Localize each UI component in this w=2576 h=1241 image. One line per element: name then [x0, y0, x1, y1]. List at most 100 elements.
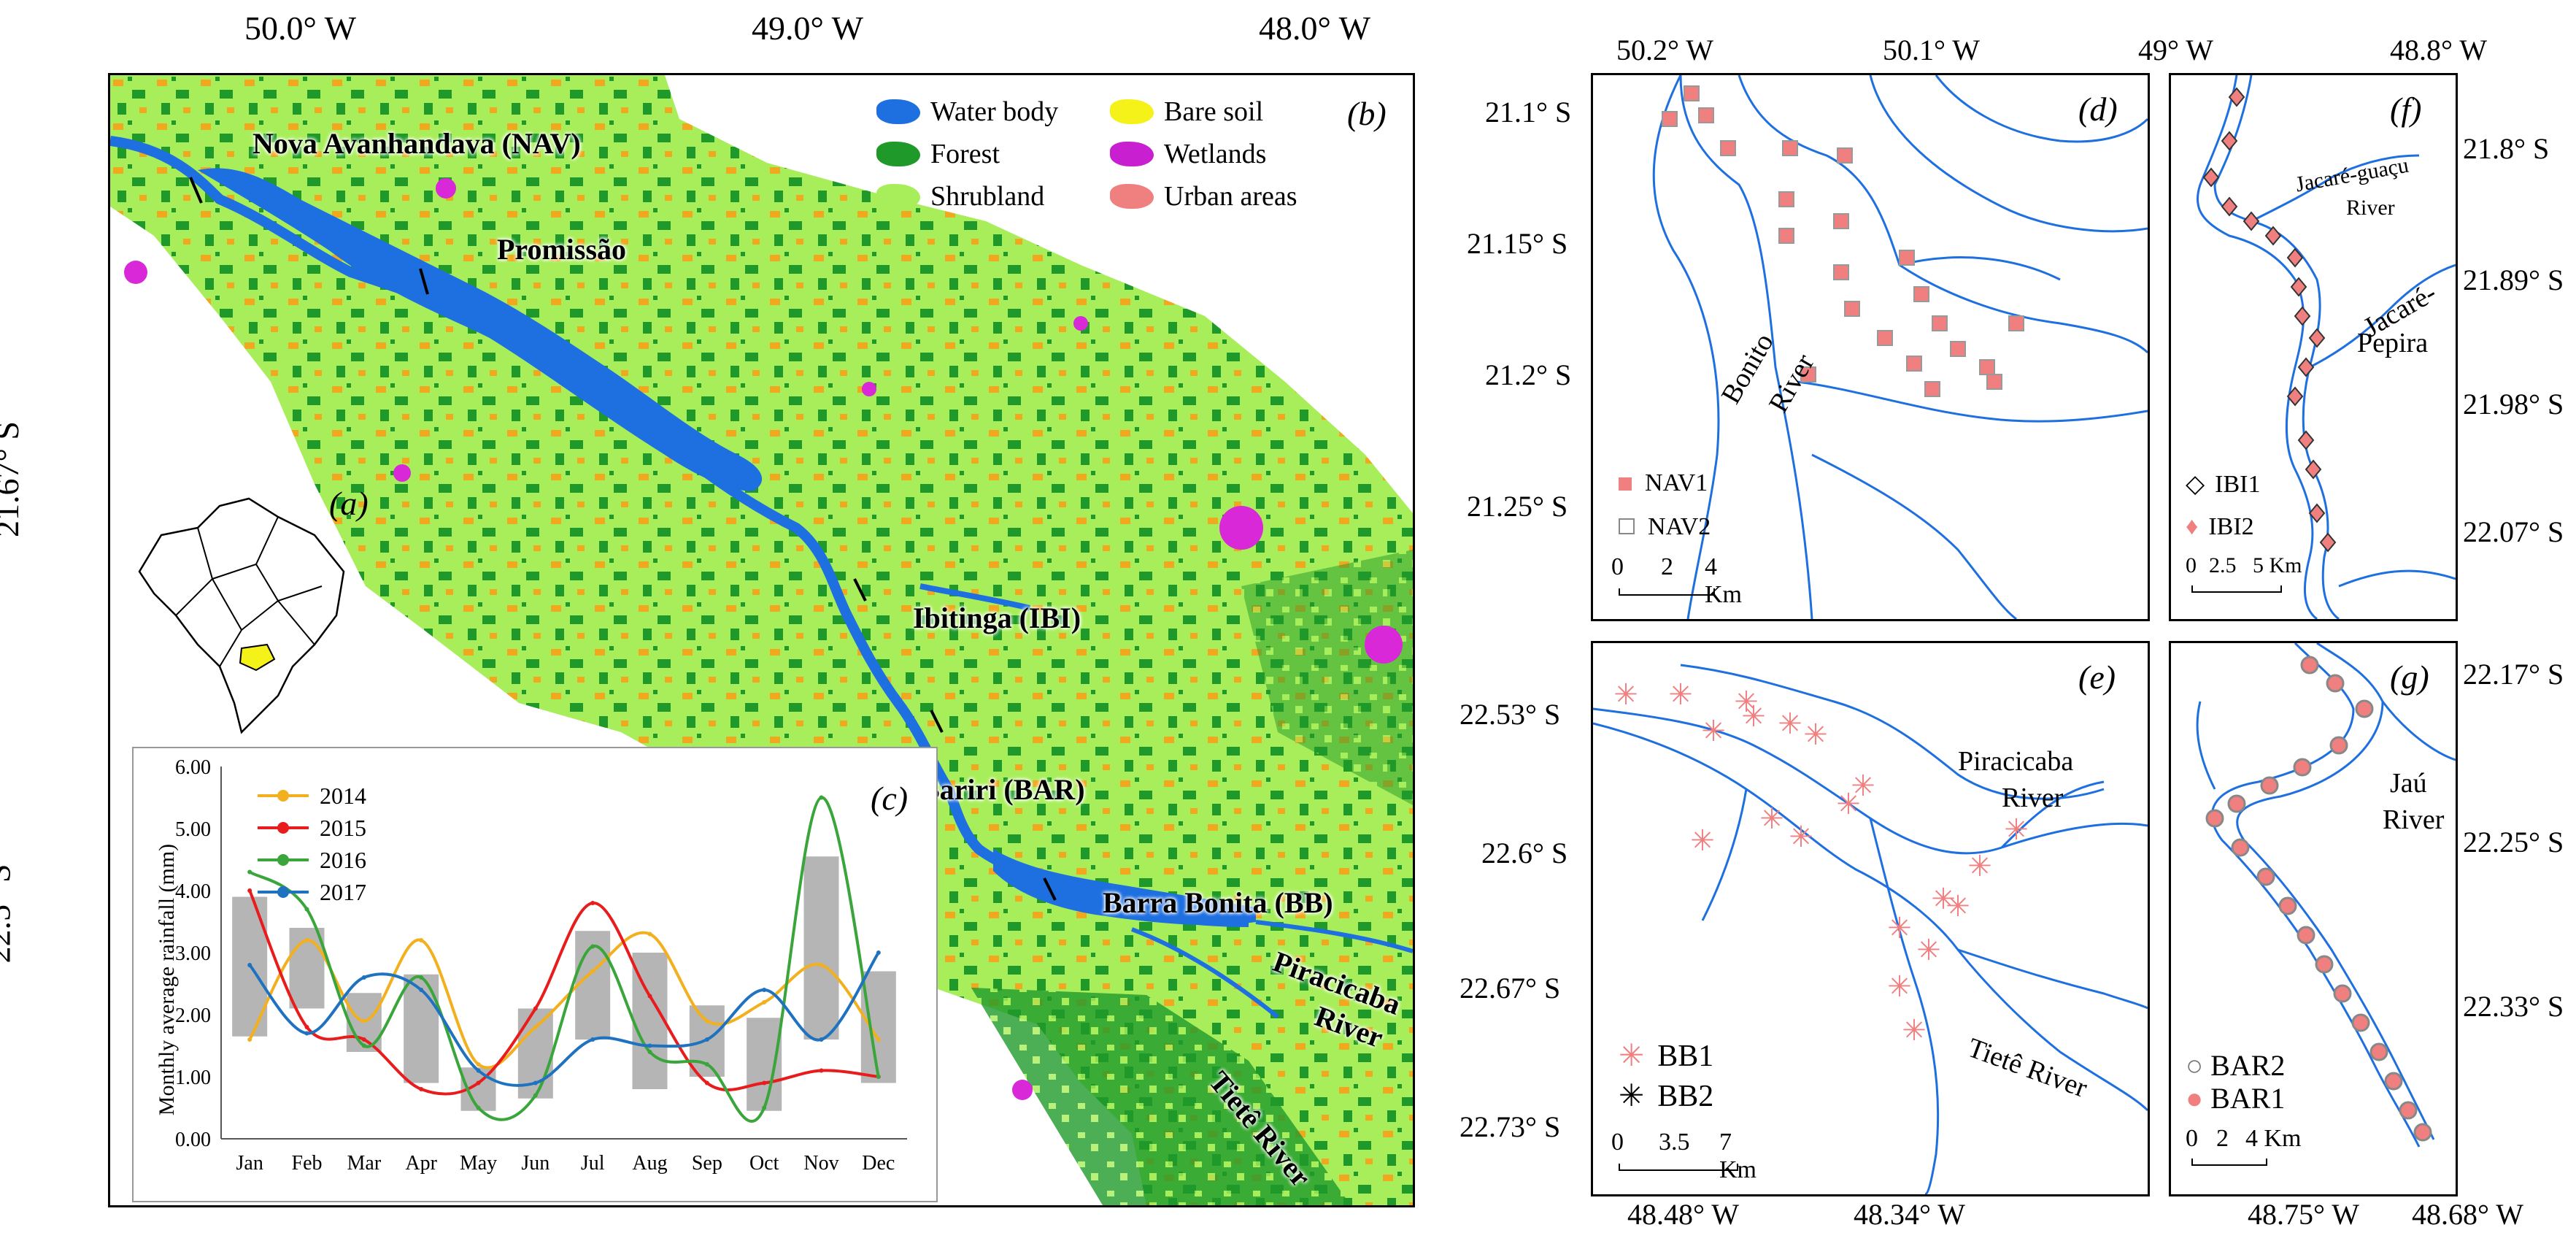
panel-f-lon-2: 48.8° W [2390, 34, 2488, 66]
nav-point-marker [1837, 147, 1853, 164]
chart-point-2016 [876, 1075, 881, 1079]
legend-water-label: Water body [930, 96, 1059, 127]
chart-x-tick-label: Oct [749, 1152, 779, 1175]
nav-point-marker [1913, 286, 1929, 302]
legend-bar1-label: BAR1 [2210, 1082, 2286, 1115]
bb-point-marker: ✳ [1946, 890, 1970, 923]
ibi-point-marker [2221, 196, 2238, 217]
chart-x-tick-label: Feb [292, 1152, 323, 1175]
chart-x-tick-label: Jul [581, 1152, 605, 1175]
scale-e-35: 3.5 [1659, 1129, 1690, 1156]
scale-g-line [2191, 1159, 2267, 1166]
bar-point-marker [2293, 758, 2312, 777]
panel-e-lon-1: 48.48° W [1627, 1198, 1740, 1231]
scale-e-line [1619, 1164, 1738, 1171]
chart-series-line-2017 [248, 951, 880, 1087]
bare-soil-swatch [1110, 99, 1154, 124]
nav-point-marker [1950, 341, 1966, 357]
legend-ibi1-label: IBI1 [2215, 471, 2261, 498]
panel-d-lon-2: 50.1° W [1883, 34, 1981, 66]
nav-point-marker [1698, 107, 1714, 123]
panel-e-lat-2: 22.6° S [1481, 837, 1568, 869]
bb-point-marker: ✳ [1741, 700, 1766, 733]
lat-label-21-67: 21.67° S [0, 421, 26, 537]
ibi-point-marker [2290, 277, 2307, 297]
chart-point-2014 [304, 938, 309, 942]
chart-point-2016 [590, 944, 595, 949]
reservoir-label-bar: Bariri (BAR) [920, 773, 1085, 806]
scale-f-line [2191, 585, 2282, 593]
panel-g-map: (g) Jaú River ○ BAR2 ● BAR1 0 2 4 Km [2169, 641, 2458, 1196]
legend-forest: Forest [876, 138, 1000, 170]
panel-f-lat-2: 21.89° S [2463, 264, 2564, 296]
nav-point-marker [1833, 213, 1849, 229]
bb-point-marker: ✳ [2004, 813, 2029, 846]
panel-f-river-label-2: River [2346, 196, 2395, 220]
legend-ibi1: ◇ IBI1 [2186, 469, 2260, 499]
chart-y-tick-label: 0.00 [175, 1129, 211, 1151]
legend-nav1-label: NAV1 [1645, 469, 1708, 496]
wetlands-swatch [1110, 142, 1154, 166]
chart-legend-label-2014: 2014 [320, 783, 366, 809]
chart-point-2014 [533, 1025, 538, 1029]
panel-g-lat-1: 22.17° S [2463, 658, 2564, 691]
chart-series-line-2016 [249, 796, 880, 1123]
legend-bb2-label: BB2 [1657, 1080, 1714, 1113]
chart-point-2015 [819, 1068, 824, 1073]
lat-label-22-5: 22.5° S [0, 864, 18, 964]
bar-point-marker [2333, 984, 2352, 1003]
panel-f-map: (f) Jacaré-guaçu River Jacaré- Pepira ◇ I… [2169, 73, 2458, 621]
legend-bar2: ○ BAR2 [2186, 1048, 2285, 1083]
scale-f-25: 2.5 [2209, 553, 2237, 577]
nav-point-marker [1720, 140, 1736, 156]
chart-point-2014 [819, 963, 824, 967]
shrubland-swatch [876, 184, 920, 209]
chart-point-2015 [762, 1080, 767, 1086]
bb-point-marker: ✳ [1789, 821, 1813, 853]
legend-bb2: ✳ BB2 [1619, 1077, 1713, 1114]
chart-point-2015 [247, 888, 252, 893]
bb-point-marker: ✳ [1887, 970, 1912, 1003]
chart-point-2017 [819, 1037, 824, 1042]
nav-point-marker [1899, 250, 1915, 266]
panel-label-d: (d) [2078, 91, 2118, 128]
chart-point-2015 [419, 1087, 424, 1091]
bar-point-marker [2326, 674, 2345, 693]
chart-point-2016 [419, 975, 424, 980]
bb-point-marker: ✳ [1759, 802, 1784, 835]
legend-urban-label: Urban areas [1164, 181, 1297, 212]
chart-point-2017 [762, 988, 767, 992]
chart-point-2016 [533, 1093, 538, 1098]
land-cover-svg [110, 75, 1413, 1205]
chart-point-2016 [247, 869, 252, 875]
chart-x-tick-label: Aug [632, 1152, 667, 1175]
nav-sample-points [1662, 85, 2024, 397]
legend-urban: Urban areas [1110, 180, 1297, 212]
panel-g-lat-2: 22.25° S [2463, 826, 2564, 858]
chart-point-2017 [476, 1068, 481, 1073]
panel-f-river-svg [2196, 75, 2456, 619]
panel-label-a: (a) [329, 485, 369, 522]
forest-swatch [876, 142, 920, 166]
chart-point-2014 [419, 938, 424, 942]
legend-shrubland: Shrubland [876, 180, 1044, 212]
chart-x-tick-label: Mar [347, 1152, 382, 1175]
reservoir-label-bb: Barra Bonita (BB) [1103, 886, 1333, 919]
bb-point-marker: ✳ [1836, 788, 1861, 821]
chart-legend-marker-2015 [277, 822, 289, 834]
ibi-point-marker [2286, 386, 2304, 407]
bar1-marker-icon: ● [2186, 1082, 2204, 1115]
bb-point-marker: ✳ [1902, 1014, 1927, 1047]
bar-point-marker [2278, 896, 2297, 915]
chart-point-2015 [590, 901, 595, 905]
panel-d-lat-4: 21.25° S [1467, 490, 1568, 523]
chart-point-2015 [533, 1006, 538, 1011]
chart-x-tick-label: May [460, 1152, 497, 1175]
ibi-sample-points [2202, 87, 2337, 553]
chart-point-2015 [361, 1037, 366, 1042]
ibi-point-marker [2221, 131, 2238, 151]
legend-nav2-label: NAV2 [1648, 513, 1711, 540]
chart-point-2015 [647, 994, 652, 999]
nav-point-marker [1662, 111, 1678, 127]
panel-label-e: (e) [2078, 658, 2116, 696]
